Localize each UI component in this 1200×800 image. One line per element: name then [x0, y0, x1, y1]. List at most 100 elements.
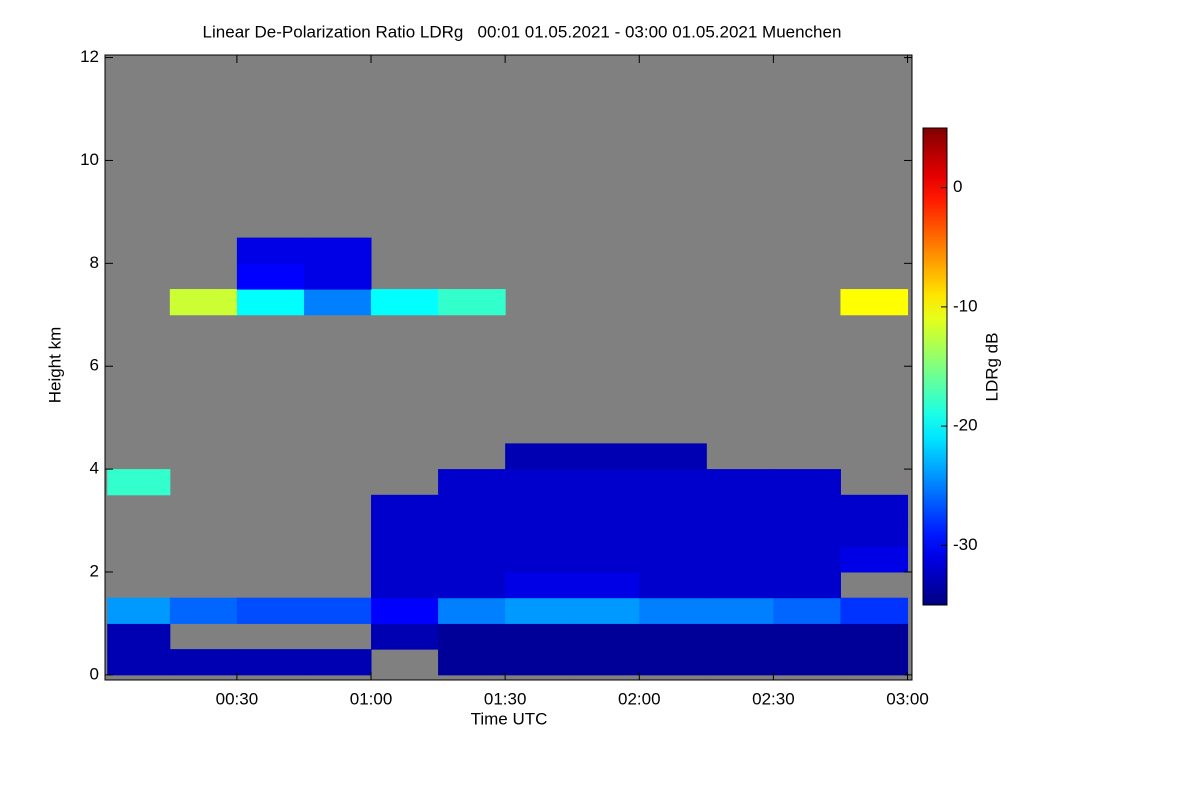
heatmap-cell [169, 597, 238, 624]
heatmap-cell [773, 597, 841, 624]
heatmap-cell [840, 546, 909, 573]
x-tick-label: 01:00 [350, 689, 393, 708]
heatmap-cell [438, 571, 506, 599]
heatmap-cell [236, 237, 305, 264]
heatmap-cell [639, 469, 707, 496]
heatmap-cell [169, 289, 238, 316]
heatmap-cell [572, 520, 640, 547]
heatmap-cell [438, 289, 506, 316]
heatmap-cell [639, 443, 707, 470]
heatmap-cell [438, 546, 506, 573]
heatmap-cell [371, 289, 439, 316]
heatmap-cell [371, 546, 439, 573]
heatmap-cell [572, 443, 640, 470]
heatmap-cell [438, 494, 506, 522]
heatmap-cell [840, 494, 909, 522]
y-tick-label: 8 [90, 253, 99, 272]
heatmap-cell [505, 546, 573, 573]
heatmap-cell [236, 597, 305, 624]
y-tick-label: 10 [80, 150, 99, 169]
x-tick-label: 02:30 [752, 689, 795, 708]
heatmap-cell [773, 520, 841, 547]
heatmap-cell [706, 546, 774, 573]
x-axis-label: Time UTC [471, 709, 548, 728]
heatmap-cell [572, 597, 640, 624]
heatmap-cell [438, 649, 506, 676]
heatmap-cell [706, 520, 774, 547]
heatmap-cell [773, 469, 841, 496]
heatmap-cell [706, 571, 774, 599]
heatmap-cell [773, 546, 841, 573]
heatmap-cell [303, 289, 372, 316]
heatmap-cell [505, 443, 573, 470]
heatmap-cell [639, 571, 707, 599]
heatmap-cell [572, 649, 640, 676]
heatmap-cell [706, 649, 774, 676]
x-tick-label: 01:30 [484, 689, 527, 708]
heatmap-cell [236, 649, 305, 676]
heatmap-cell [303, 237, 372, 264]
heatmap-cell [107, 469, 171, 496]
heatmap-cell [505, 494, 573, 522]
colorbar-tick-label: -10 [953, 296, 978, 315]
y-tick-label: 6 [90, 356, 99, 375]
heatmap-cell [303, 263, 372, 290]
heatmap-cell [371, 494, 439, 522]
heatmap-cell [840, 649, 909, 676]
heatmap-cell [840, 520, 909, 547]
heatmap-cell [371, 520, 439, 547]
chart-title: Linear De-Polarization Ratio LDRg 00:01 … [203, 22, 842, 41]
heatmap-cell [840, 289, 909, 316]
heatmap-cell [169, 649, 238, 676]
heatmap-cell [773, 649, 841, 676]
heatmap-cell [438, 597, 506, 624]
y-tick-label: 2 [90, 561, 99, 580]
y-axis-label: Height km [45, 327, 64, 404]
heatmap-cell [706, 597, 774, 624]
heatmap-cell [840, 597, 909, 624]
heatmap-cell [639, 494, 707, 522]
y-tick-label: 0 [90, 664, 99, 683]
heatmap-cell [572, 571, 640, 599]
heatmap-cell [303, 649, 372, 676]
heatmap-cell [505, 571, 573, 599]
plot-frame [104, 54, 913, 681]
heatmap-cell [371, 623, 439, 650]
x-tick-label: 00:30 [216, 689, 259, 708]
heatmap-cell [505, 469, 573, 496]
y-tick-label: 12 [80, 47, 99, 66]
heatmap-cell [639, 546, 707, 573]
heatmap-cell [706, 623, 774, 650]
heatmap-cell [572, 494, 640, 522]
heatmap-cell [639, 623, 707, 650]
heatmap-cell [572, 546, 640, 573]
heatmap-cell [371, 571, 439, 599]
heatmap-cell [505, 597, 573, 624]
heatmap-cell [639, 649, 707, 676]
heatmap-cell [505, 649, 573, 676]
heatmap-cell [236, 263, 305, 290]
heatmap-cell [371, 597, 439, 624]
heatmap-cell [773, 571, 841, 599]
heatmap-cell [107, 623, 171, 650]
colorbar-tick-label: -20 [953, 416, 978, 435]
heatmap-cell [107, 597, 171, 624]
heatmap-cell [840, 623, 909, 650]
heatmap-cell [438, 469, 506, 496]
heatmap-cell [438, 623, 506, 650]
heatmap-cell [706, 469, 774, 496]
heatmap-cell [773, 494, 841, 522]
heatmap-cell [505, 623, 573, 650]
heatmap-cell [572, 469, 640, 496]
heatmap-cell [303, 597, 372, 624]
heatmap-cell [438, 520, 506, 547]
x-tick-label: 02:00 [618, 689, 661, 708]
heatmap-cell [236, 289, 305, 316]
heatmap-cell [639, 520, 707, 547]
colorbar [922, 127, 948, 606]
x-tick-label: 03:00 [886, 689, 929, 708]
colorbar-tick-label: -30 [953, 535, 978, 554]
colorbar-tick-label: 0 [953, 177, 962, 196]
heatmap-cell [639, 597, 707, 624]
